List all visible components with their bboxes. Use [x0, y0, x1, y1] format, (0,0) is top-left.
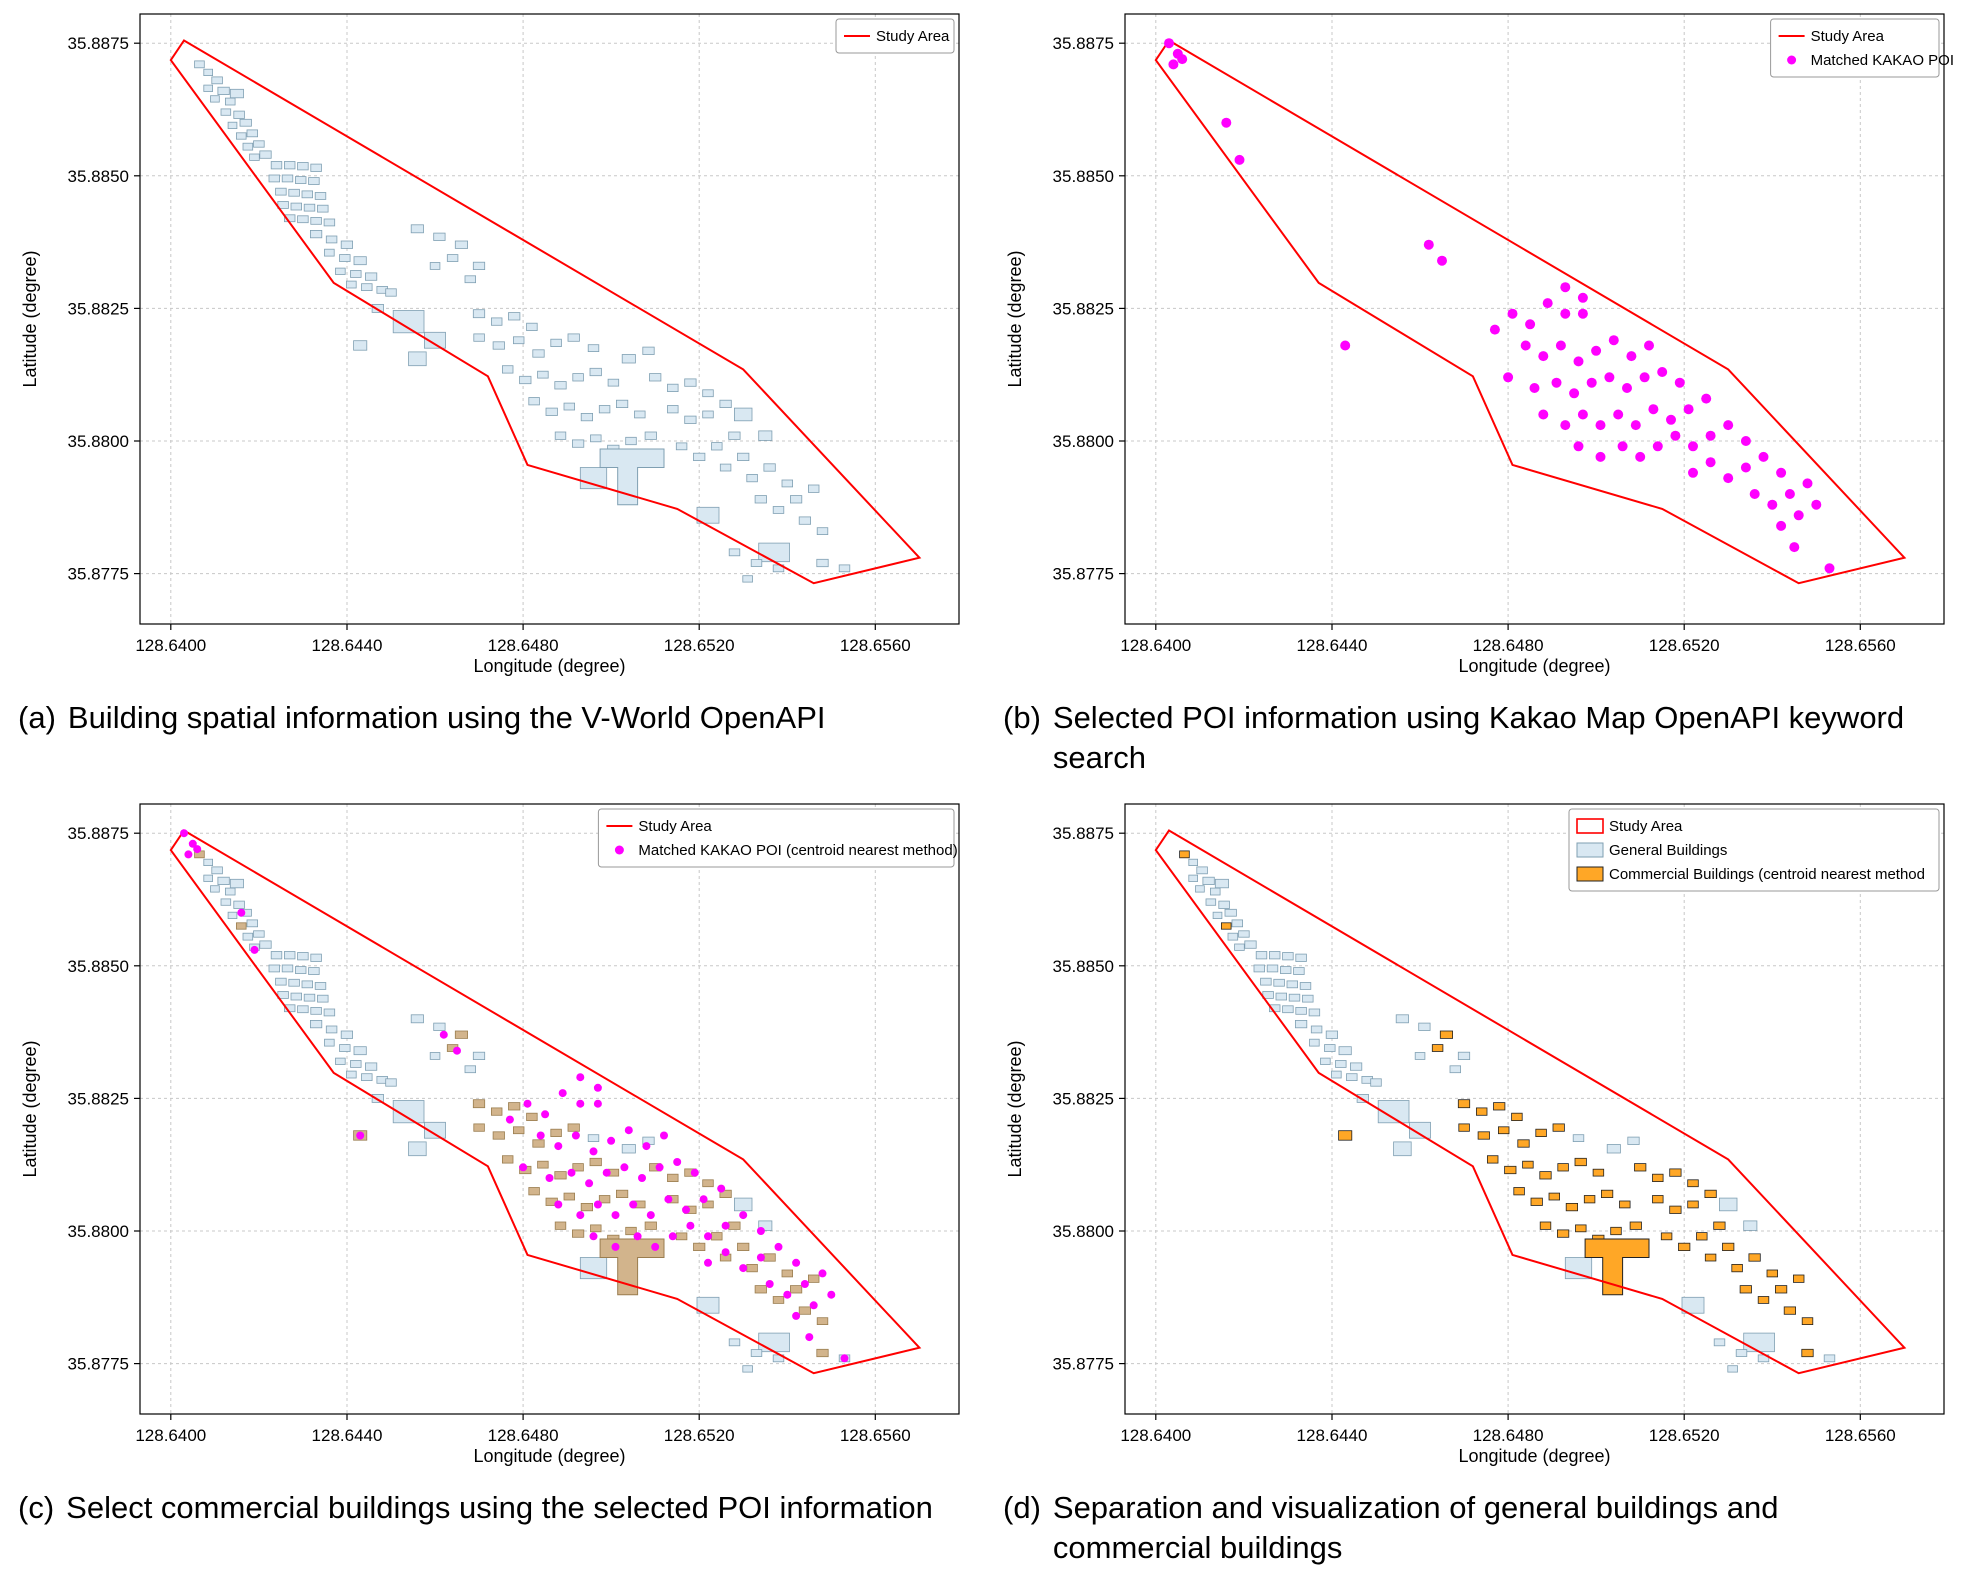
chart-d: 128.6400 128.6440 128.6480 128.6520 128.6560… [1005, 803, 1945, 1466]
svg-text:35.8850: 35.8850 [1053, 167, 1114, 186]
caption-c-text: Select commercial buildings using the se… [66, 1490, 933, 1525]
svg-text:35.8800: 35.8800 [1053, 1222, 1114, 1241]
svg-text:128.6400: 128.6400 [135, 1426, 206, 1445]
svg-text:35.8825: 35.8825 [68, 299, 129, 318]
caption-b-label: (b) [1003, 700, 1041, 735]
svg-text:35.8825: 35.8825 [68, 1089, 129, 1108]
panel-a: 128.6400 128.6440 128.6480 128.6520 128.6560… [0, 0, 985, 790]
svg-text:128.6520: 128.6520 [1649, 636, 1720, 655]
svg-text:Matched KAKAO POI: Matched KAKAO POI [1811, 52, 1954, 69]
caption-b-text: Selected POI information using Kakao Map… [1052, 700, 1905, 776]
svg-text:35.8875: 35.8875 [1053, 824, 1114, 843]
svg-text:35.8775: 35.8775 [1053, 1355, 1114, 1374]
svg-text:35.8850: 35.8850 [68, 167, 129, 186]
svg-text:Matched KAKAO POI (centroid ne: Matched KAKAO POI (centroid nearest meth… [638, 842, 957, 859]
panel-c: 128.6400 128.6440 128.6480 128.6520 128.6560… [0, 790, 985, 1580]
svg-text:Study Area: Study Area [638, 818, 712, 835]
svg-text:Longitude (degree): Longitude (degree) [1458, 1446, 1610, 1466]
chart-b: 128.6400 128.6440 128.6480 128.6520 128.6560… [1005, 13, 1954, 676]
svg-text:35.8775: 35.8775 [68, 565, 129, 584]
caption-c-label: (c) [18, 1490, 55, 1525]
svg-text:Study Area: Study Area [1609, 818, 1683, 835]
panel-d: 128.6400 128.6440 128.6480 128.6520 128.6560… [985, 790, 1970, 1580]
caption-a: (a) Building spatial information using t… [0, 686, 985, 738]
svg-text:35.8875: 35.8875 [1053, 34, 1114, 53]
caption-d-text: Separation and visualization of general … [1052, 1490, 1779, 1566]
svg-text:128.6520: 128.6520 [1649, 1426, 1720, 1445]
svg-text:128.6560: 128.6560 [1825, 636, 1896, 655]
svg-text:Latitude (degree): Latitude (degree) [1005, 1040, 1025, 1177]
svg-text:128.6440: 128.6440 [312, 1426, 383, 1445]
caption-d: (d) Separation and visualization of gene… [985, 1476, 1970, 1569]
svg-text:Latitude (degree): Latitude (degree) [20, 250, 40, 387]
caption-a-text: Building spatial information using the V… [67, 700, 826, 735]
caption-a-label: (a) [18, 700, 56, 735]
svg-text:Latitude (degree): Latitude (degree) [1005, 250, 1025, 387]
svg-text:128.6560: 128.6560 [840, 636, 911, 655]
svg-text:128.6440: 128.6440 [312, 636, 383, 655]
svg-text:128.6400: 128.6400 [135, 636, 206, 655]
svg-text:35.8850: 35.8850 [68, 957, 129, 976]
chart-c: 128.6400 128.6440 128.6480 128.6520 128.6560… [20, 803, 960, 1466]
svg-text:35.8775: 35.8775 [1053, 565, 1114, 584]
svg-text:128.6440: 128.6440 [1297, 1426, 1368, 1445]
panel-b: 128.6400 128.6440 128.6480 128.6520 128.6560… [985, 0, 1970, 790]
svg-text:128.6480: 128.6480 [488, 1426, 559, 1445]
svg-text:Longitude (degree): Longitude (degree) [473, 1446, 625, 1466]
svg-text:35.8825: 35.8825 [1053, 299, 1114, 318]
svg-text:128.6440: 128.6440 [1297, 636, 1368, 655]
chart-a: 128.6400 128.6440 128.6480 128.6520 128.6560… [20, 13, 960, 676]
svg-text:Latitude (degree): Latitude (degree) [20, 1040, 40, 1177]
svg-text:35.8775: 35.8775 [68, 1355, 129, 1374]
svg-text:128.6480: 128.6480 [1473, 1426, 1544, 1445]
svg-text:35.8800: 35.8800 [68, 1222, 129, 1241]
caption-d-label: (d) [1003, 1490, 1041, 1525]
svg-text:128.6560: 128.6560 [840, 1426, 911, 1445]
svg-text:35.8850: 35.8850 [1053, 957, 1114, 976]
svg-text:Commercial Buildings (centroid: Commercial Buildings (centroid nearest m… [1609, 866, 1925, 883]
svg-text:128.6480: 128.6480 [1473, 636, 1544, 655]
svg-text:Longitude (degree): Longitude (degree) [1458, 656, 1610, 676]
svg-text:128.6400: 128.6400 [1120, 636, 1191, 655]
svg-text:128.6520: 128.6520 [664, 636, 735, 655]
svg-text:35.8800: 35.8800 [68, 432, 129, 451]
svg-text:35.8875: 35.8875 [68, 824, 129, 843]
svg-text:128.6400: 128.6400 [1120, 1426, 1191, 1445]
svg-text:128.6520: 128.6520 [664, 1426, 735, 1445]
svg-text:35.8825: 35.8825 [1053, 1089, 1114, 1108]
svg-text:35.8800: 35.8800 [1053, 432, 1114, 451]
svg-text:Longitude (degree): Longitude (degree) [473, 656, 625, 676]
caption-b: (b) Selected POI information using Kakao… [985, 686, 1970, 779]
svg-text:35.8875: 35.8875 [68, 34, 129, 53]
caption-c: (c) Select commercial buildings using th… [0, 1476, 985, 1528]
svg-text:Study Area: Study Area [876, 28, 950, 45]
svg-text:General Buildings: General Buildings [1609, 842, 1727, 859]
svg-text:Study Area: Study Area [1811, 28, 1885, 45]
svg-text:128.6560: 128.6560 [1825, 1426, 1896, 1445]
svg-text:128.6480: 128.6480 [488, 636, 559, 655]
